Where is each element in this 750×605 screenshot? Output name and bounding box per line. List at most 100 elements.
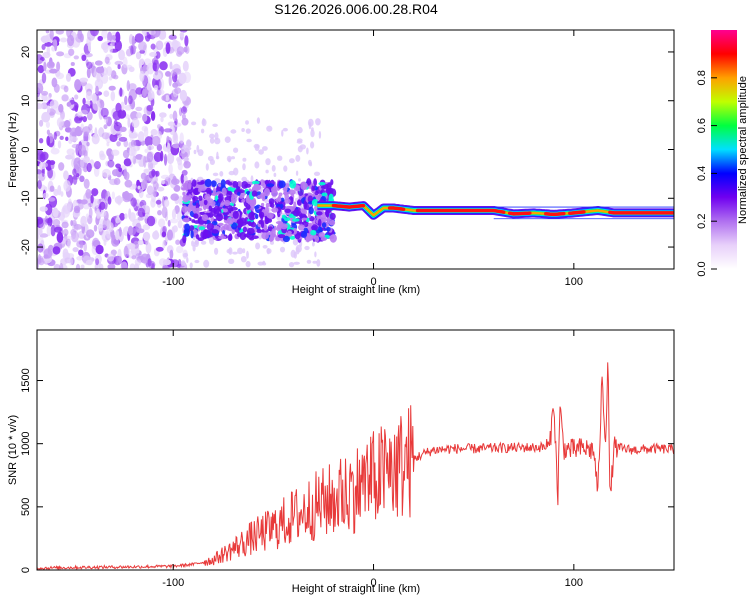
signal-blob xyxy=(207,223,214,231)
noise-blob xyxy=(90,26,99,36)
noise-blob xyxy=(136,112,142,118)
signal-blob xyxy=(301,231,307,238)
noise-blob xyxy=(46,136,50,146)
noise-blob xyxy=(147,152,154,163)
y-tick-label: 0 xyxy=(20,567,32,573)
noise-blob xyxy=(43,62,46,71)
noise-blob xyxy=(54,39,57,51)
noise-blob xyxy=(216,156,219,159)
noise-blob xyxy=(161,180,165,184)
noise-blob xyxy=(80,158,84,168)
noise-blob xyxy=(295,155,300,162)
noise-blob xyxy=(47,168,53,179)
noise-blob xyxy=(162,226,167,234)
noise-blob xyxy=(289,262,294,267)
noise-blob xyxy=(190,262,193,268)
noise-blob xyxy=(69,136,78,141)
signal-blob xyxy=(297,199,302,205)
noise-blob xyxy=(57,117,64,127)
noise-blob xyxy=(35,103,41,109)
noise-blob xyxy=(233,148,238,153)
noise-blob xyxy=(74,79,81,91)
colorbar-tick-label: 0.6 xyxy=(696,118,708,133)
noise-blob xyxy=(71,231,79,242)
signal-blob xyxy=(329,220,335,225)
noise-blob xyxy=(143,232,150,241)
signal-blob xyxy=(199,226,205,230)
noise-blob xyxy=(54,132,57,140)
noise-blob xyxy=(225,136,231,143)
noise-blob xyxy=(157,210,162,215)
noise-blob xyxy=(180,90,187,102)
noise-blob xyxy=(92,134,100,145)
noise-blob xyxy=(138,41,147,51)
signal-blob xyxy=(318,182,325,185)
noise-blob xyxy=(49,69,58,74)
noise-blob xyxy=(263,245,268,249)
noise-blob xyxy=(283,165,287,171)
noise-blob xyxy=(266,126,272,132)
signal-blob xyxy=(200,180,204,184)
noise-blob xyxy=(160,151,163,162)
noise-blob xyxy=(43,193,49,199)
signal-blob xyxy=(219,197,222,203)
noise-blob xyxy=(109,86,116,91)
noise-blob xyxy=(307,260,312,264)
noise-blob xyxy=(76,264,80,273)
noise-blob xyxy=(241,128,245,132)
noise-blob xyxy=(148,146,151,150)
noise-blob xyxy=(86,91,92,100)
snr-x-axis-label: Height of straight line (km) xyxy=(292,583,420,595)
noise-blob xyxy=(289,158,295,163)
noise-blob xyxy=(101,108,109,118)
noise-blob xyxy=(316,259,320,267)
noise-blob xyxy=(296,171,298,176)
signal-blob xyxy=(329,194,334,202)
noise-blob xyxy=(124,213,127,219)
signal-blob xyxy=(209,206,213,212)
noise-blob xyxy=(246,128,251,133)
noise-blob xyxy=(164,128,173,132)
noise-blob xyxy=(309,122,312,130)
noise-blob xyxy=(119,87,122,96)
signal-blob xyxy=(211,180,217,187)
signal-blob xyxy=(287,231,292,235)
signal-blob xyxy=(261,232,269,239)
signal-blob xyxy=(188,182,191,190)
noise-blob xyxy=(101,42,108,50)
noise-blob xyxy=(132,36,135,47)
noise-blob xyxy=(206,163,209,171)
noise-blob xyxy=(176,246,183,253)
noise-blob xyxy=(255,243,260,250)
noise-blob xyxy=(169,35,177,40)
noise-blob xyxy=(309,162,312,166)
noise-blob xyxy=(96,67,104,74)
noise-blob xyxy=(107,253,114,261)
noise-blob xyxy=(214,248,218,255)
noise-blob xyxy=(111,91,116,101)
noise-blob xyxy=(219,171,223,177)
signal-blob xyxy=(202,229,209,237)
noise-blob xyxy=(183,253,188,258)
signal-blob xyxy=(265,206,269,214)
noise-blob xyxy=(173,111,178,122)
noise-blob xyxy=(65,155,73,160)
signal-blob xyxy=(311,185,315,191)
noise-blob xyxy=(76,173,79,177)
noise-blob xyxy=(111,150,119,156)
signal-blob xyxy=(321,237,327,241)
noise-blob xyxy=(67,35,74,46)
noise-blob xyxy=(167,229,173,240)
noise-blob xyxy=(170,250,174,259)
noise-blob xyxy=(233,168,238,176)
signal-blob xyxy=(280,223,288,229)
noise-blob xyxy=(202,119,207,126)
noise-blob xyxy=(151,111,155,121)
noise-blob xyxy=(129,67,135,73)
noise-blob xyxy=(76,126,80,134)
noise-blob xyxy=(266,248,271,254)
noise-blob xyxy=(161,175,170,179)
noise-blob xyxy=(51,148,60,155)
signal-blob xyxy=(330,213,336,220)
snr-panel: -100 0 100 050010001500 Height of straight… xyxy=(7,330,674,595)
